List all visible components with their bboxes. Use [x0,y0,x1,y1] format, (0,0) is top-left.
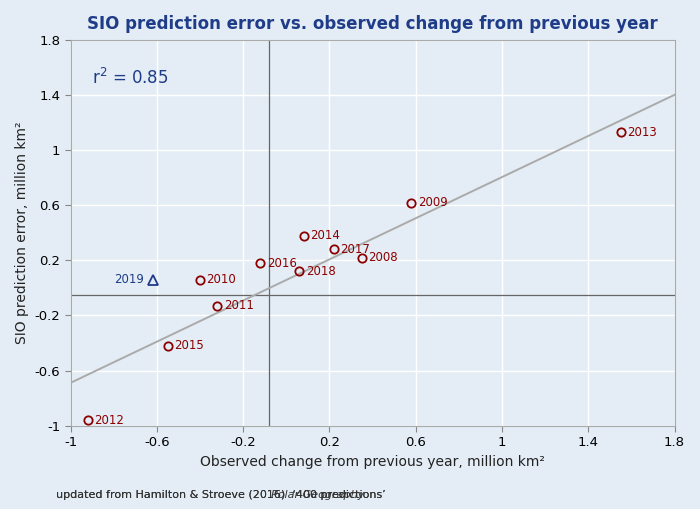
Title: SIO prediction error vs. observed change from previous year: SIO prediction error vs. observed change… [88,15,658,33]
Text: 2008: 2008 [368,251,398,264]
Y-axis label: SIO prediction error, million km²: SIO prediction error, million km² [15,122,29,344]
X-axis label: Observed change from previous year, million km²: Observed change from previous year, mill… [200,455,545,469]
Text: 2019: 2019 [114,273,144,286]
Text: 2010: 2010 [206,273,237,286]
Text: updated from Hamilton & Stroeve (2016)  ‘400 predictions’  Polar Geography: updated from Hamilton & Stroeve (2016) ‘… [56,490,486,500]
Text: 2011: 2011 [224,299,253,313]
Text: 2017: 2017 [340,243,370,256]
Text: r$^2$ = 0.85: r$^2$ = 0.85 [92,68,169,88]
Text: 2015: 2015 [174,339,204,352]
Text: Polar Geography: Polar Geography [271,490,364,500]
Text: updated from Hamilton & Stroeve (2016)  ‘400 predictions’: updated from Hamilton & Stroeve (2016) ‘… [56,490,393,500]
Text: 2013: 2013 [627,126,657,139]
Text: updated from Hamilton & Stroeve (2016)  ‘400 predictions’: updated from Hamilton & Stroeve (2016) ‘… [56,490,393,500]
Text: 2009: 2009 [418,196,447,209]
Text: 2012: 2012 [94,414,125,427]
Text: 2016: 2016 [267,257,297,270]
Text: 2018: 2018 [306,265,335,278]
Text: 2014: 2014 [310,229,340,242]
